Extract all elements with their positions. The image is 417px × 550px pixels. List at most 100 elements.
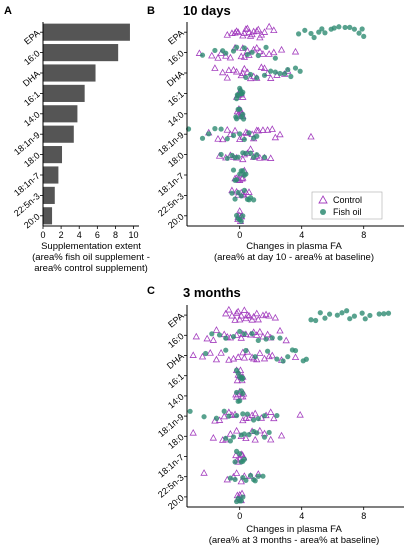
y-tick-label-dha: DHA xyxy=(21,69,42,89)
fish-oil-point xyxy=(263,44,269,50)
fish-oil-point xyxy=(230,167,237,173)
fish-oil-point xyxy=(247,150,254,156)
fish-oil-point xyxy=(212,47,218,54)
fish-oil-point xyxy=(230,434,237,440)
y-tick-label-dha: DHA xyxy=(165,69,186,89)
control-point xyxy=(270,48,278,56)
panel-a-xlabel-line3: area% control supplement) xyxy=(34,263,148,274)
fish-oil-point xyxy=(234,212,240,219)
fish-oil-point xyxy=(237,216,243,223)
fish-oil-point xyxy=(251,417,257,423)
fish-oil-point xyxy=(255,473,261,479)
control-point xyxy=(234,28,242,36)
fish-oil-point xyxy=(269,335,275,341)
control-point xyxy=(260,64,269,71)
fish-oil-point xyxy=(347,24,353,30)
control-point xyxy=(209,433,218,441)
fish-oil-point xyxy=(247,194,254,201)
fish-oil-point xyxy=(223,335,229,341)
control-point xyxy=(222,52,230,59)
y-tick-label-16-0: 16:0 xyxy=(166,48,186,67)
control-point xyxy=(232,27,241,34)
control-point xyxy=(248,30,256,38)
fish-oil-point xyxy=(244,411,251,417)
control-point xyxy=(237,334,245,341)
fish-oil-point xyxy=(311,34,317,41)
y-tick-label-16-1: 16:1 xyxy=(166,89,186,108)
control-point xyxy=(232,67,241,75)
fish-oil-point xyxy=(280,358,286,364)
x-tick-label: 8 xyxy=(113,230,118,240)
fish-oil-point xyxy=(327,311,333,317)
fish-oil-point xyxy=(260,473,266,479)
control-point xyxy=(245,28,253,36)
fish-oil-point xyxy=(249,49,255,55)
control-point xyxy=(240,64,249,72)
control-point xyxy=(263,330,272,338)
fish-oil-point xyxy=(227,438,233,444)
fish-oil-point xyxy=(261,413,268,419)
control-point xyxy=(232,309,241,316)
panel-a-bar-chart: A EPA16:0DHA16:114:018:1n-918:018:1n-722… xyxy=(4,5,150,274)
y-tick-label-18-0: 18:0 xyxy=(22,150,42,169)
control-point xyxy=(192,332,200,340)
fish-oil-point xyxy=(240,475,246,481)
fish-oil-point xyxy=(232,476,238,483)
bar-16-1 xyxy=(43,84,85,102)
fish-oil-point xyxy=(218,126,224,132)
control-point xyxy=(282,336,290,344)
fish-oil-point xyxy=(223,347,229,353)
control-point xyxy=(222,309,230,317)
fish-oil-point xyxy=(322,315,328,321)
x-tick-label: 4 xyxy=(299,230,304,240)
legend-fish-oil-label: Fish oil xyxy=(333,207,362,217)
fish-oil-point xyxy=(246,432,252,438)
panel-c-plot: EPA16:0DHA16:114:018:1n-918:018:1n-722:5… xyxy=(156,305,404,521)
x-tick-label: 4 xyxy=(299,511,304,521)
fish-oil-point xyxy=(344,308,350,314)
x-tick-label: 4 xyxy=(77,230,82,240)
control-point xyxy=(253,43,261,51)
fish-oil-point xyxy=(234,92,240,98)
y-tick-label-20-0: 20:0 xyxy=(22,211,42,230)
fish-oil-point xyxy=(265,348,271,354)
control-point xyxy=(217,348,225,356)
fish-oil-point xyxy=(303,356,309,362)
control-point xyxy=(231,316,239,323)
fish-oil-point xyxy=(227,475,233,481)
control-point xyxy=(257,63,266,71)
control-point xyxy=(236,207,244,214)
fish-oil-point xyxy=(237,328,243,335)
bar-18-1n-9 xyxy=(43,125,74,143)
y-tick-label-18-0: 18:0 xyxy=(166,432,186,451)
panel-c-xlabel-line1: Changes in plasma FA xyxy=(246,524,342,535)
legend-control-label: Control xyxy=(333,195,362,205)
fish-oil-point xyxy=(224,136,230,142)
y-tick-label-16-0: 16:0 xyxy=(166,331,186,350)
fish-oil-point xyxy=(234,389,240,396)
fish-oil-point xyxy=(234,412,240,419)
fish-oil-point xyxy=(232,459,238,465)
control-point xyxy=(239,69,247,76)
fish-oil-point xyxy=(239,376,245,382)
y-tick-label-18-0: 18:0 xyxy=(166,150,186,169)
control-point xyxy=(259,332,267,340)
control-point xyxy=(229,354,238,362)
panel-b-label: B xyxy=(147,5,155,17)
y-tick-label-16-1: 16:1 xyxy=(166,371,186,390)
bar-epa xyxy=(43,23,130,41)
fish-oil-point xyxy=(229,190,235,196)
control-point xyxy=(225,356,233,363)
control-point xyxy=(229,66,238,73)
control-point xyxy=(234,353,242,360)
control-point xyxy=(214,54,222,61)
fish-oil-point xyxy=(243,347,249,354)
fish-oil-point xyxy=(282,71,288,77)
panel-a-bars xyxy=(42,22,139,227)
y-tick-label-epa: EPA xyxy=(166,28,186,47)
legend-fish-oil-marker xyxy=(320,209,326,215)
control-point xyxy=(226,430,235,437)
control-point xyxy=(228,29,236,37)
fish-oil-point xyxy=(226,413,232,419)
bar-20-0 xyxy=(43,207,53,225)
